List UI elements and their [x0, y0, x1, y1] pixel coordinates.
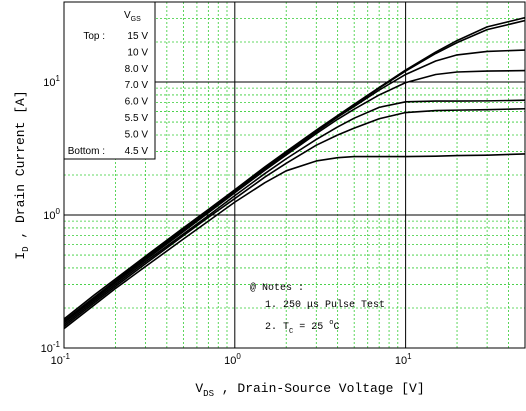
x-tick-label: 100 — [224, 352, 241, 367]
x-tick-label: 10-1 — [51, 352, 71, 367]
y-tick-label: 10-1 — [41, 340, 61, 355]
legend-row-value: 7.0 V — [125, 80, 149, 91]
y-tick-labels: 10-1 100 101 — [41, 74, 61, 355]
curves — [64, 16, 525, 330]
notes-line-1: 1. 250 μs Pulse Test — [265, 299, 385, 311]
curve-7 — [64, 153, 525, 330]
notes-line-2: 2. TC = 25 oC — [265, 319, 339, 336]
legend-header: VGS — [124, 10, 141, 23]
legend-rows: Top : 15 V 10 V 8.0 V 7.0 V 6.0 V 5.5 V 5.0 V Bo… — [68, 31, 149, 157]
legend: VGS Top : 15 V 10 V 8.0 V 7.0 V 6.0 V 5.5 V 5.0… — [63, 1, 156, 160]
legend-box — [63, 1, 156, 160]
plot-frame — [63, 1, 526, 349]
curve-5 — [64, 99, 525, 326]
legend-row-value: 10 V — [127, 47, 148, 58]
legend-row-value: 8.0 V — [125, 64, 149, 75]
curve-4 — [64, 69, 525, 324]
curve-2 — [64, 19, 525, 322]
y-axis-title: ID , Drain Current [A] — [13, 90, 31, 259]
curve-3 — [64, 49, 525, 323]
legend-row-prefix: Top : — [83, 31, 105, 42]
notes-title: @ Notes : — [250, 282, 304, 294]
legend-row-value: 5.0 V — [125, 129, 149, 140]
legend-row-value: 6.0 V — [125, 97, 149, 108]
major-grid — [64, 2, 525, 348]
y-tick-label: 101 — [43, 74, 60, 89]
legend-row-value: 4.5 V — [125, 146, 149, 157]
legend-row-prefix: Bottom : — [68, 146, 105, 157]
curve-6 — [64, 107, 525, 328]
x-tick-label: 101 — [395, 352, 412, 367]
y-tick-label: 100 — [43, 207, 60, 222]
x-tick-labels: 10-1 100 101 — [51, 352, 413, 367]
legend-row-value: 15 V — [127, 31, 148, 42]
notes: @ Notes : 1. 250 μs Pulse Test 2. TC = 2… — [250, 282, 385, 336]
x-axis-title: VDS , Drain-Source Voltage [V] — [195, 381, 424, 399]
legend-row-value: 5.5 V — [125, 113, 149, 124]
